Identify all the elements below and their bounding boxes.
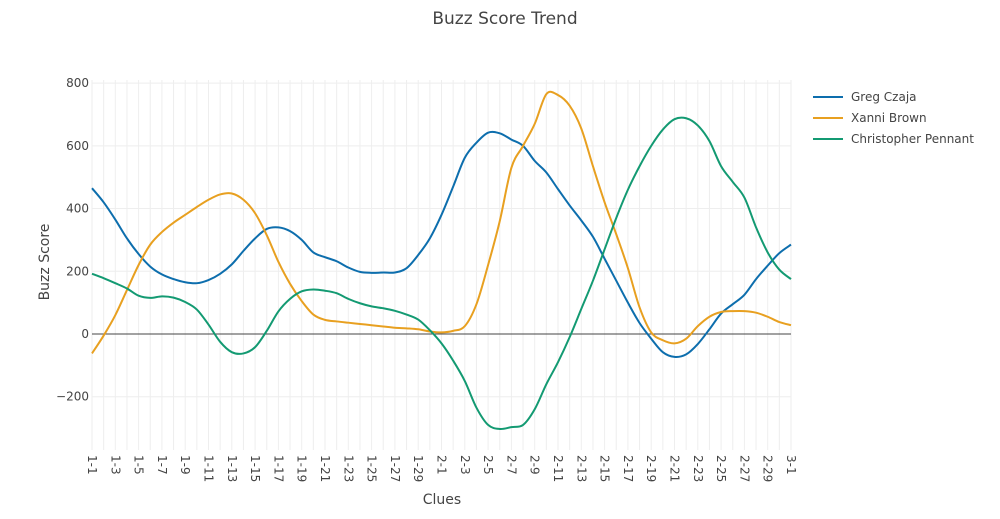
x-tick-label: 2-29	[761, 455, 775, 482]
legend-label: Xanni Brown	[851, 111, 927, 125]
x-tick-label: 2-1	[435, 455, 449, 475]
x-tick-label: 1-15	[248, 455, 262, 482]
y-tick-label: 800	[66, 76, 89, 90]
x-tick-label: 2-25	[714, 455, 728, 482]
legend-label: Christopher Pennant	[851, 132, 974, 146]
x-tick-label: 1-21	[318, 455, 332, 482]
y-tick-label: 600	[66, 139, 89, 153]
x-tick-label: 1-29	[411, 455, 425, 482]
x-tick-label: 1-17	[271, 455, 285, 482]
y-tick-label: 200	[66, 264, 89, 278]
x-tick-label: 3-1	[784, 455, 798, 475]
y-tick-labels: −200 0 200 400 600 800	[56, 76, 89, 404]
x-tick-label: 1-1	[85, 455, 99, 475]
grid-layer	[91, 80, 792, 450]
x-tick-label: 1-9	[178, 455, 192, 475]
legend-item-christopher-pennant[interactable]: Christopher Pennant	[813, 132, 974, 146]
y-tick-label: 400	[66, 202, 89, 216]
series-line-christopher-pennant	[91, 116, 792, 431]
y-axis-title: Buzz Score	[37, 224, 53, 301]
x-tick-labels: 1-1 1-3 1-5 1-7 1-9 1-11 1-13 1-15 1-17 1-19 1-21 1…	[85, 455, 798, 482]
x-tick-label: 1-3	[108, 455, 122, 475]
x-tick-label: 2-27	[737, 455, 751, 482]
x-tick-label: 1-11	[202, 455, 216, 482]
x-tick-label: 1-27	[388, 455, 402, 482]
x-tick-label: 2-3	[458, 455, 472, 475]
series-layer	[91, 90, 792, 431]
x-tick-label: 2-21	[668, 455, 682, 482]
series-line-greg-czaja	[91, 130, 792, 358]
x-tick-label: 2-17	[621, 455, 635, 482]
y-tick-label: −200	[56, 390, 89, 404]
x-tick-label: 1-19	[295, 455, 309, 482]
y-tick-label: 0	[81, 327, 89, 341]
chart-title: Buzz Score Trend	[432, 9, 577, 29]
x-axis-title: Clues	[423, 492, 461, 508]
legend: Greg Czaja Xanni Brown Christopher Pennant	[813, 90, 974, 146]
x-tick-label: 2-15	[598, 455, 612, 482]
x-tick-label: 1-13	[225, 455, 239, 482]
x-tick-label: 2-5	[481, 455, 495, 475]
x-tick-label: 2-19	[644, 455, 658, 482]
x-tick-label: 2-9	[528, 455, 542, 475]
x-tick-label: 1-25	[365, 455, 379, 482]
x-tick-label: 1-7	[155, 455, 169, 475]
x-tick-label: 2-23	[691, 455, 705, 482]
x-tick-label: 1-23	[341, 455, 355, 482]
legend-label: Greg Czaja	[851, 90, 917, 104]
x-tick-label: 1-5	[132, 455, 146, 475]
legend-item-xanni-brown[interactable]: Xanni Brown	[813, 111, 927, 125]
x-tick-label: 2-13	[574, 455, 588, 482]
x-tick-label: 2-7	[504, 455, 518, 475]
series-line-xanni-brown	[91, 90, 792, 354]
x-tick-label: 2-11	[551, 455, 565, 482]
legend-item-greg-czaja[interactable]: Greg Czaja	[813, 90, 917, 104]
